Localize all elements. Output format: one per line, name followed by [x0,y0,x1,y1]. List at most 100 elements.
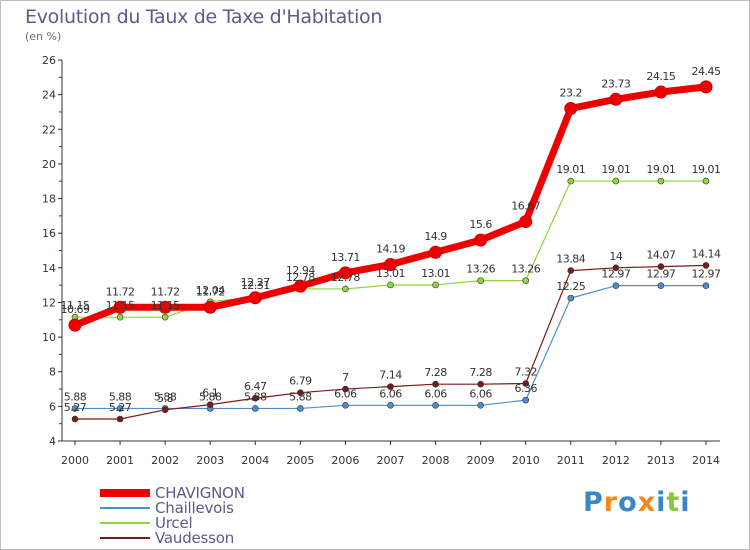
data-label-chaillevois: 5.88 [109,390,132,403]
data-point-vaudesson [432,380,439,388]
x-tick-label: 2007 [377,454,405,467]
logo-letter: P [583,487,604,518]
data-point-urcel [612,177,620,185]
x-tick-label: 2006 [331,454,359,467]
data-point-urcel [477,277,484,284]
logo-letter: i [680,487,691,518]
data-label-urcel: 19.01 [692,163,721,176]
data-point-chavignon [654,85,668,99]
legend-label-vaudesson: Vaudesson [155,528,235,547]
data-label-urcel: 19.01 [646,163,675,176]
x-tick-label: 2005 [286,454,314,467]
logo-letter: t [666,487,681,518]
legend-swatch-vaudesson [100,536,150,539]
data-label-chavignon: 10.69 [61,303,90,316]
data-label-vaudesson: 14.14 [692,247,721,260]
data-label-vaudesson: 6.47 [244,380,267,393]
data-point-urcel [657,177,665,185]
x-tick-label: 2008 [422,454,450,467]
data-label-chaillevois: 6.06 [334,387,357,400]
legend-swatch-chaillevois [100,506,150,509]
data-point-vaudesson [387,383,394,390]
data-label-urcel: 11.15 [61,299,90,312]
data-point-chavignon [699,80,713,94]
data-label-chaillevois: 5.88 [64,390,87,403]
data-label-chaillevois: 5.88 [199,390,222,403]
data-label-chavignon: 12.27 [241,276,270,289]
data-label-chavignon: 11.72 [151,285,180,298]
data-label-chavignon: 24.45 [692,65,721,78]
data-point-urcel [161,313,169,321]
data-point-chaillevois [297,405,304,412]
data-point-urcel [522,277,530,284]
data-label-urcel: 19.01 [556,163,585,176]
logo-letter: o [618,487,638,518]
y-tick-label: 26 [42,54,56,67]
data-point-urcel [567,177,575,185]
data-label-vaudesson: 7.28 [469,366,492,379]
data-label-vaudesson: 7.32 [514,366,537,379]
data-point-vaudesson [612,264,620,272]
legend-item-urcel: Urcel [100,513,245,532]
data-point-chavignon [564,101,578,115]
y-tick-label: 24 [42,89,56,102]
data-point-vaudesson [657,263,665,270]
x-tick-label: 2002 [151,454,179,467]
data-point-urcel [702,177,710,185]
y-tick-label: 6 [49,400,56,413]
y-tick-label: 10 [42,331,56,344]
data-label-chaillevois: 5.88 [244,390,267,403]
data-label-chaillevois: 5.88 [289,390,312,403]
data-point-vaudesson [206,401,214,408]
data-point-vaudesson [161,406,169,414]
data-label-vaudesson: 7.14 [379,369,402,382]
data-label-vaudesson: 5.8 [157,392,173,405]
data-point-chavignon [293,279,307,293]
chart-title: Evolution du Taux de Taxe d'Habitation [25,6,383,28]
y-tick-label: 8 [49,366,56,379]
x-tick-label: 2003 [196,454,224,467]
data-point-vaudesson [702,262,710,269]
data-label-urcel: 12.78 [331,271,360,284]
data-point-chaillevois [387,402,394,409]
data-point-vaudesson [477,380,484,388]
y-tick-label: 4 [49,435,56,448]
data-label-chaillevois: 12.25 [556,280,585,293]
data-label-urcel: 11.15 [106,299,135,312]
data-point-chaillevois [116,405,124,412]
y-tick-label: 16 [42,227,56,240]
data-point-chaillevois [657,282,665,289]
series-layer [68,80,713,423]
data-point-vaudesson [522,380,530,387]
data-label-chaillevois: 12.97 [646,268,675,281]
data-label-chavignon: 24.15 [646,70,675,83]
y-tick-label: 12 [42,296,56,309]
data-label-urcel: 13.26 [511,263,540,276]
data-label-chavignon: 11.72 [196,285,225,298]
data-point-vaudesson [116,415,124,423]
data-label-chaillevois: 5.88 [154,390,177,403]
y-tick-label: 20 [42,158,56,171]
data-label-chaillevois: 6.36 [514,382,537,395]
data-label-chaillevois: 6.06 [379,387,402,400]
proxiti-logo: Proxiti [583,487,691,518]
data-label-chavignon: 11.72 [106,285,135,298]
logo-letter: r [603,487,619,518]
logo-letter: x [637,487,657,518]
data-label-vaudesson: 5.27 [64,401,87,414]
data-point-chaillevois [477,402,484,409]
data-label-chavignon: 14.19 [376,243,405,256]
data-point-chavignon [158,300,172,314]
data-label-chavignon: 16.67 [511,200,540,213]
data-point-chavignon [519,215,533,229]
data-point-urcel [116,313,124,321]
legend-label-chaillevois: Chaillevois [155,498,234,517]
x-tick-label: 2000 [61,454,89,467]
data-label-vaudesson: 7 [342,371,349,384]
legend-label-urcel: Urcel [155,513,193,532]
data-point-chavignon [338,266,352,280]
data-point-vaudesson [567,267,575,274]
y-tick-label: 22 [42,123,56,136]
